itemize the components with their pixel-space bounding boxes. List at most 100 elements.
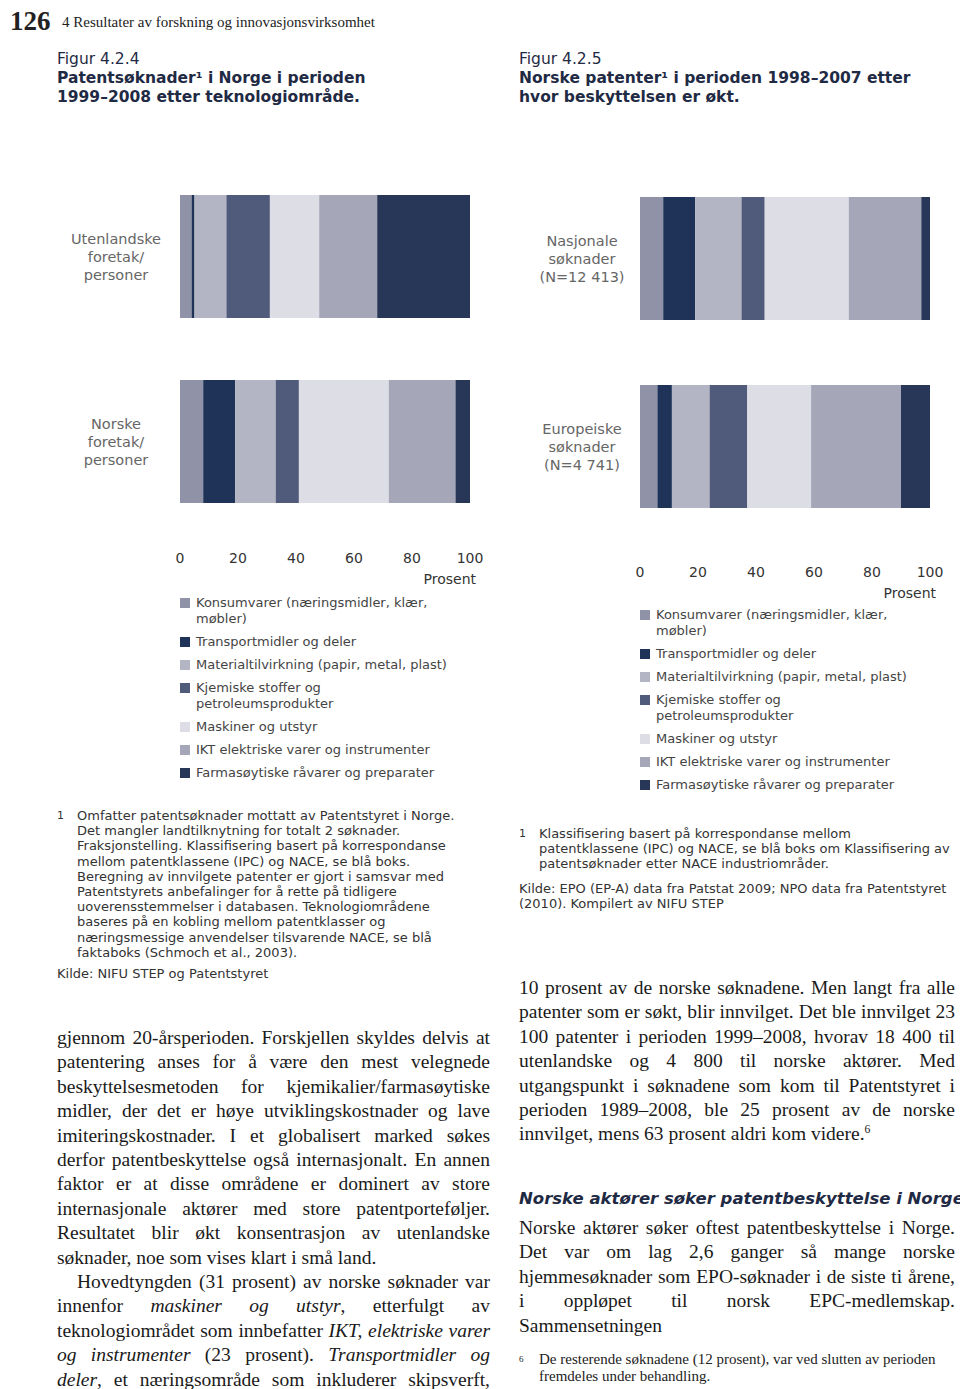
paragraph: Hovedtyngden (31 prosent) av norske søkn… <box>57 1270 490 1389</box>
label-line: Nasjonale <box>546 233 617 249</box>
tick-label: 20 <box>689 564 707 580</box>
legend-label: Maskiner og utstyr <box>656 731 777 746</box>
label-line: Utenlandske <box>71 231 161 247</box>
chart: Nasjonale søknader (N=12 413) Europeiske søk… <box>539 197 943 601</box>
figure-footnote: 1Omfatter patentsøknader mottatt av Pate… <box>57 808 477 960</box>
bar-segment <box>456 380 471 503</box>
paragraph: gjennom 20-årsperioden. Forskjellen skyl… <box>57 1026 490 1270</box>
bar-segment <box>319 195 377 318</box>
bar-segment <box>765 197 849 320</box>
legend-item: Materialtilvirkning (papir, metal, plast… <box>640 669 918 685</box>
text-run: , et næringsområde som inkluderer skipsv… <box>57 1369 490 1389</box>
legend-swatch <box>640 734 650 744</box>
figure-number: Figur 4.2.4 <box>57 50 407 69</box>
label-line: søknader <box>549 439 616 455</box>
label-line: personer <box>84 267 149 283</box>
legend-label: Farmasøytiske råvarer og preparater <box>196 765 434 780</box>
bar-segment <box>180 195 192 318</box>
legend-swatch <box>640 672 650 682</box>
tick-label: 0 <box>636 564 645 580</box>
legend-label: Transportmidler og deler <box>196 634 356 649</box>
bar-segment <box>811 385 901 508</box>
legend: Konsumvarer (næringsmidler, klær, møbler… <box>180 595 480 788</box>
section-heading: Norske aktører søker patentbeskyttelse i… <box>519 1189 960 1208</box>
legend-swatch <box>640 780 650 790</box>
axis-label: Prosent <box>884 585 937 601</box>
bar-segment <box>901 385 930 508</box>
bar-segment <box>695 197 741 320</box>
bar-segment <box>657 385 672 508</box>
tick-label: 40 <box>287 550 305 566</box>
legend-label: IKT elektriske varer og instrumenter <box>656 754 890 769</box>
paragraph: 10 prosent av de norske søknadene. Men l… <box>519 976 955 1147</box>
body-right-2: Norske aktører søker oftest patentbeskyt… <box>519 1216 955 1338</box>
footnote-text: Omfatter patentsøknader mottatt av Paten… <box>77 808 454 960</box>
legend-item: Transportmidler og deler <box>180 634 458 650</box>
footnote-text: De resterende søknadene (12 prosent), va… <box>539 1351 936 1384</box>
section-title: 4 Resultater av forskning og innovasjons… <box>62 14 375 31</box>
tick-label: 60 <box>805 564 823 580</box>
tick-label: 100 <box>917 564 944 580</box>
footnote-text: Klassifisering basert på korrespondanse … <box>539 826 950 871</box>
legend-swatch <box>640 757 650 767</box>
legend-item: Farmasøytiske råvarer og preparater <box>180 765 458 781</box>
bar-segment <box>710 385 748 508</box>
source-text: Kilde: EPO (EP-A) data fra Patstat 2009;… <box>519 881 946 911</box>
bar-segment <box>640 197 663 320</box>
legend-item: Maskiner og utstyr <box>180 719 458 735</box>
charts-layer: Utenlandskeforetak/personerNorskeforetak… <box>0 0 960 1389</box>
legend-label: Kjemiske stoffer og petroleumsprodukter <box>656 692 793 723</box>
bar-segment <box>192 195 195 318</box>
footnote-marker: 1 <box>519 826 526 841</box>
tick-label: 100 <box>457 550 484 566</box>
category-label: Utenlandske foretak/personer <box>71 231 161 283</box>
label-line: personer <box>84 452 149 468</box>
body-left: gjennom 20-årsperioden. Forskjellen skyl… <box>57 1026 490 1389</box>
bar-segment <box>270 195 319 318</box>
tick-label: 60 <box>345 550 363 566</box>
legend-swatch <box>640 649 650 659</box>
bar-segment <box>235 380 276 503</box>
category-label: Norskeforetak/personer <box>84 416 149 468</box>
bar-segment <box>377 195 470 318</box>
legend-item: Kjemiske stoffer og petroleumsprodukter <box>640 692 918 724</box>
legend-swatch <box>180 637 190 647</box>
label-line: foretak/ <box>88 249 145 265</box>
bar-segment <box>849 197 922 320</box>
legend-label: Maskiner og utstyr <box>196 719 317 734</box>
legend-label: IKT elektriske varer og instrumenter <box>196 742 430 757</box>
bar-segment <box>663 197 695 320</box>
legend-item: Farmasøytiske råvarer og preparater <box>640 777 918 793</box>
footnote: 6De resterende søknadene (12 prosent), v… <box>519 1351 955 1385</box>
legend-label: Farmasøytiske råvarer og preparater <box>656 777 894 792</box>
figure-title: Figur 4.2.4Patentsøknader¹ i Norge i per… <box>57 50 407 107</box>
source-text: Kilde: NIFU STEP og Patentstyret <box>57 966 268 981</box>
body-right: 10 prosent av de norske søknadene. Men l… <box>519 976 955 1147</box>
legend-swatch <box>640 610 650 620</box>
text-run: 6 <box>865 1123 871 1136</box>
legend-item: Transportmidler og deler <box>640 646 918 662</box>
text-run: (23 prosent). <box>191 1344 329 1365</box>
category-label: Nasjonale søknader (N=12 413) <box>539 233 624 285</box>
figure-number: Figur 4.2.5 <box>519 50 955 69</box>
text-run: 10 prosent av de norske søknadene. Men l… <box>519 977 955 1144</box>
figure-source: Kilde: NIFU STEP og Patentstyret <box>57 966 477 981</box>
category-label: Europeiske søknader (N=4 741) <box>542 421 621 473</box>
label-line: (N=12 413) <box>539 269 624 285</box>
legend-label: Konsumvarer (næringsmidler, klær, møbler… <box>196 595 427 626</box>
bar-segment <box>203 380 235 503</box>
legend-label: Kjemiske stoffer og petroleumsprodukter <box>196 680 333 711</box>
legend-swatch <box>180 722 190 732</box>
legend-item: Konsumvarer (næringsmidler, klær, møbler… <box>180 595 458 627</box>
legend-item: Kjemiske stoffer og petroleumsprodukter <box>180 680 458 712</box>
label-line: Europeiske <box>542 421 621 437</box>
label-line: søknader <box>549 251 616 267</box>
label-line: Norske <box>91 416 141 432</box>
bar-segment <box>299 380 389 503</box>
figure-source: Kilde: EPO (EP-A) data fra Patstat 2009;… <box>519 881 951 911</box>
bar-segment <box>195 195 227 318</box>
label-line: (N=4 741) <box>544 457 620 473</box>
tick-label: 80 <box>863 564 881 580</box>
page-number: 126 <box>10 6 51 37</box>
tick-label: 0 <box>176 550 185 566</box>
